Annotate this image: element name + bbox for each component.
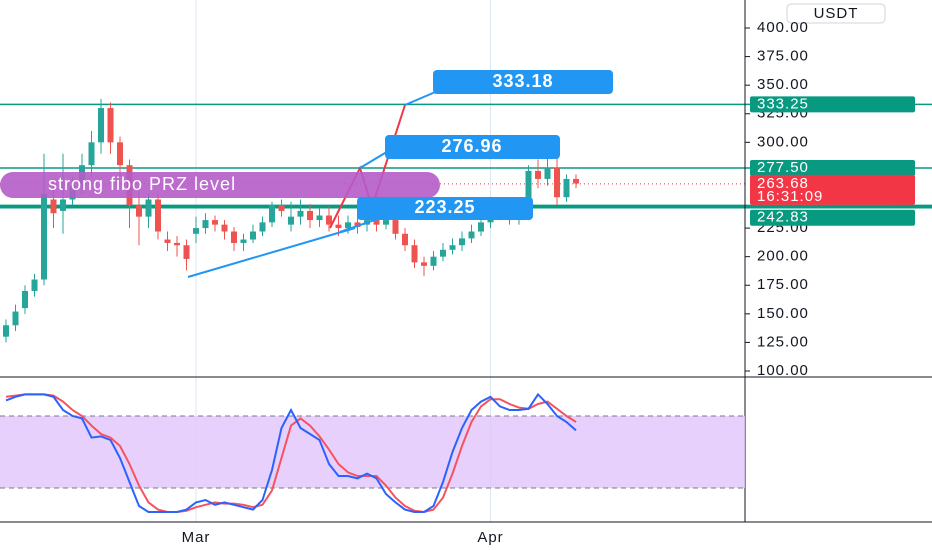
target-label: 223.25: [414, 197, 475, 217]
currency: USDT: [814, 5, 859, 22]
candle-body: [468, 231, 475, 239]
candle-body: [3, 325, 9, 337]
candle-body: [22, 290, 28, 309]
y-tick-label: 400.00: [757, 19, 809, 36]
candle-body: [307, 210, 313, 221]
y-tick-label: 300.00: [757, 133, 809, 150]
y-tick-label: 350.00: [757, 76, 809, 93]
y-tick-label: 375.00: [757, 48, 809, 65]
candle-body: [98, 108, 104, 143]
candle-body: [278, 205, 285, 211]
note-box: [0, 172, 440, 198]
level-label: 242.83: [757, 209, 809, 226]
candle-body: [430, 256, 437, 266]
x-tick-label: Apr: [477, 529, 503, 546]
candle-body: [60, 199, 66, 211]
last-price-label: 263.68: [757, 175, 809, 192]
y-tick-label: 200.00: [757, 248, 809, 265]
candle-body: [193, 228, 199, 234]
target-label: 276.96: [441, 136, 502, 156]
candle-body: [221, 224, 228, 232]
trend-line: [187, 227, 356, 278]
candle-body: [383, 220, 389, 225]
currency-box[interactable]: [786, 3, 886, 24]
candle-body: [269, 205, 275, 223]
countdown: 16:31:09: [757, 188, 823, 205]
candle-body: [88, 142, 95, 166]
candle-body: [402, 233, 408, 246]
candle-body: [41, 193, 47, 280]
candle-body: [202, 220, 209, 229]
candle-body: [174, 242, 180, 246]
target-label: 333.18: [492, 71, 553, 91]
candle-body: [411, 245, 418, 263]
candle-body: [449, 245, 456, 250]
target-box: [385, 135, 560, 159]
target-box: [433, 70, 613, 94]
candle-body: [354, 222, 361, 227]
stoch-line: [5, 392, 577, 513]
last-price-box: [750, 174, 915, 205]
level-label-box: [750, 209, 915, 226]
candle-body: [544, 167, 551, 179]
y-tick-label: 125.00: [757, 333, 809, 350]
level-label-box: [750, 96, 915, 113]
candle-body: [155, 199, 161, 232]
candle-body: [50, 199, 57, 214]
candle-body: [421, 262, 427, 266]
candle-body: [297, 210, 304, 217]
y-tick-label: 100.00: [757, 362, 809, 379]
candle-body: [345, 222, 351, 229]
candle-body: [288, 216, 294, 225]
level-label: 277.50: [757, 159, 809, 176]
level-label-box: [750, 160, 915, 177]
candle-body: [316, 215, 323, 221]
candle-body: [554, 167, 560, 198]
candle-body: [183, 245, 190, 259]
candle-body: [136, 205, 142, 217]
candle-body: [240, 239, 247, 243]
candle-body: [107, 108, 114, 143]
stoch-line: [5, 393, 577, 514]
candle-body: [478, 222, 484, 232]
stochastic: [0, 392, 745, 514]
candle-body: [440, 249, 446, 257]
candle-body: [373, 220, 380, 225]
y-tick-label: 150.00: [757, 305, 809, 322]
level-label: 333.25: [757, 95, 809, 112]
target-box: [357, 197, 533, 220]
candle-body: [31, 279, 38, 291]
candle-body: [535, 170, 541, 179]
note-text: strong fibo PRZ level: [48, 174, 236, 194]
candle-body: [326, 215, 332, 225]
candle-body: [117, 142, 123, 166]
candle-body: [212, 220, 218, 225]
candle-body: [563, 178, 570, 198]
candle-body: [259, 222, 266, 232]
candle-body: [250, 231, 256, 240]
candle-body: [392, 220, 399, 234]
candle-body: [459, 238, 465, 246]
y-tick-label: 175.00: [757, 276, 809, 293]
candle-body: [335, 224, 342, 229]
candle-body: [231, 231, 237, 243]
candle-body: [525, 170, 532, 217]
candle-body: [573, 178, 579, 184]
candle-body: [12, 311, 19, 326]
candle-body: [164, 239, 171, 243]
candle-body: [145, 199, 152, 217]
x-tick-label: Mar: [182, 529, 211, 546]
